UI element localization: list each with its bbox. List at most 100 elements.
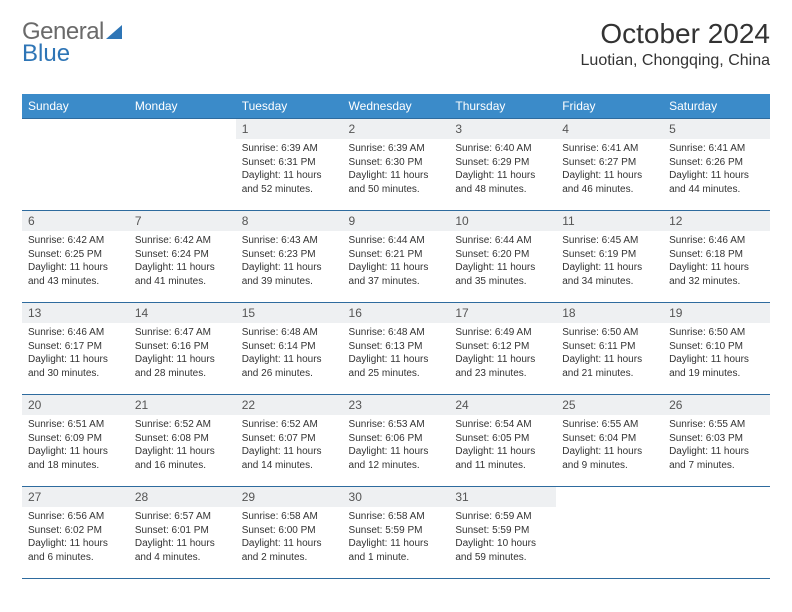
calendar-day-cell: 29Sunrise: 6:58 AMSunset: 6:00 PMDayligh…: [236, 487, 343, 579]
sunset-text: Sunset: 6:19 PM: [562, 248, 657, 262]
sunrise-text: Sunrise: 6:42 AM: [135, 234, 230, 248]
daylight-text: Daylight: 10 hours and 59 minutes.: [455, 537, 550, 564]
day-number: 19: [663, 303, 770, 323]
daylight-text: Daylight: 11 hours and 28 minutes.: [135, 353, 230, 380]
calendar-day-cell: ..: [663, 487, 770, 579]
daylight-text: Daylight: 11 hours and 1 minute.: [349, 537, 444, 564]
daylight-text: Daylight: 11 hours and 37 minutes.: [349, 261, 444, 288]
calendar-day-cell: 31Sunrise: 6:59 AMSunset: 5:59 PMDayligh…: [449, 487, 556, 579]
sunrise-text: Sunrise: 6:58 AM: [349, 510, 444, 524]
header: General October 2024 Luotian, Chongqing,…: [22, 18, 770, 70]
daylight-text: Daylight: 11 hours and 12 minutes.: [349, 445, 444, 472]
day-content: Sunrise: 6:42 AMSunset: 6:25 PMDaylight:…: [22, 231, 129, 292]
day-number: 18: [556, 303, 663, 323]
day-number: 24: [449, 395, 556, 415]
calendar-body: ....1Sunrise: 6:39 AMSunset: 6:31 PMDayl…: [22, 119, 770, 579]
day-number: 31: [449, 487, 556, 507]
sunrise-text: Sunrise: 6:52 AM: [135, 418, 230, 432]
calendar-day-cell: ..: [556, 487, 663, 579]
sunrise-text: Sunrise: 6:39 AM: [242, 142, 337, 156]
weekday-header: Sunday: [22, 94, 129, 119]
sunset-text: Sunset: 6:01 PM: [135, 524, 230, 538]
sunrise-text: Sunrise: 6:55 AM: [562, 418, 657, 432]
day-content: Sunrise: 6:50 AMSunset: 6:10 PMDaylight:…: [663, 323, 770, 384]
day-number: 3: [449, 119, 556, 139]
day-content: Sunrise: 6:53 AMSunset: 6:06 PMDaylight:…: [343, 415, 450, 476]
sunrise-text: Sunrise: 6:40 AM: [455, 142, 550, 156]
calendar-day-cell: 13Sunrise: 6:46 AMSunset: 6:17 PMDayligh…: [22, 303, 129, 395]
daylight-text: Daylight: 11 hours and 7 minutes.: [669, 445, 764, 472]
day-number: 10: [449, 211, 556, 231]
calendar-day-cell: 8Sunrise: 6:43 AMSunset: 6:23 PMDaylight…: [236, 211, 343, 303]
weekday-header: Saturday: [663, 94, 770, 119]
sunrise-text: Sunrise: 6:57 AM: [135, 510, 230, 524]
day-content: Sunrise: 6:39 AMSunset: 6:31 PMDaylight:…: [236, 139, 343, 200]
daylight-text: Daylight: 11 hours and 21 minutes.: [562, 353, 657, 380]
daylight-text: Daylight: 11 hours and 16 minutes.: [135, 445, 230, 472]
sunset-text: Sunset: 6:12 PM: [455, 340, 550, 354]
sunset-text: Sunset: 6:10 PM: [669, 340, 764, 354]
day-content: Sunrise: 6:57 AMSunset: 6:01 PMDaylight:…: [129, 507, 236, 568]
daylight-text: Daylight: 11 hours and 34 minutes.: [562, 261, 657, 288]
day-content: Sunrise: 6:55 AMSunset: 6:03 PMDaylight:…: [663, 415, 770, 476]
sunrise-text: Sunrise: 6:43 AM: [242, 234, 337, 248]
day-number: 11: [556, 211, 663, 231]
sunset-text: Sunset: 6:05 PM: [455, 432, 550, 446]
daylight-text: Daylight: 11 hours and 18 minutes.: [28, 445, 123, 472]
daylight-text: Daylight: 11 hours and 2 minutes.: [242, 537, 337, 564]
sunrise-text: Sunrise: 6:41 AM: [562, 142, 657, 156]
daylight-text: Daylight: 11 hours and 26 minutes.: [242, 353, 337, 380]
calendar-day-cell: 20Sunrise: 6:51 AMSunset: 6:09 PMDayligh…: [22, 395, 129, 487]
day-content: Sunrise: 6:45 AMSunset: 6:19 PMDaylight:…: [556, 231, 663, 292]
sunset-text: Sunset: 6:24 PM: [135, 248, 230, 262]
day-number: 1: [236, 119, 343, 139]
sunrise-text: Sunrise: 6:46 AM: [28, 326, 123, 340]
calendar-day-cell: 19Sunrise: 6:50 AMSunset: 6:10 PMDayligh…: [663, 303, 770, 395]
daylight-text: Daylight: 11 hours and 11 minutes.: [455, 445, 550, 472]
calendar-week-row: ....1Sunrise: 6:39 AMSunset: 6:31 PMDayl…: [22, 119, 770, 211]
daylight-text: Daylight: 11 hours and 41 minutes.: [135, 261, 230, 288]
day-number: 12: [663, 211, 770, 231]
sunset-text: Sunset: 6:08 PM: [135, 432, 230, 446]
sunrise-text: Sunrise: 6:41 AM: [669, 142, 764, 156]
day-number: 29: [236, 487, 343, 507]
day-content: Sunrise: 6:43 AMSunset: 6:23 PMDaylight:…: [236, 231, 343, 292]
calendar-week-row: 20Sunrise: 6:51 AMSunset: 6:09 PMDayligh…: [22, 395, 770, 487]
calendar-day-cell: 30Sunrise: 6:58 AMSunset: 5:59 PMDayligh…: [343, 487, 450, 579]
day-content: Sunrise: 6:40 AMSunset: 6:29 PMDaylight:…: [449, 139, 556, 200]
daylight-text: Daylight: 11 hours and 25 minutes.: [349, 353, 444, 380]
calendar-day-cell: 1Sunrise: 6:39 AMSunset: 6:31 PMDaylight…: [236, 119, 343, 211]
day-number: 27: [22, 487, 129, 507]
day-content: Sunrise: 6:48 AMSunset: 6:14 PMDaylight:…: [236, 323, 343, 384]
daylight-text: Daylight: 11 hours and 50 minutes.: [349, 169, 444, 196]
weekday-header: Thursday: [449, 94, 556, 119]
day-content: Sunrise: 6:50 AMSunset: 6:11 PMDaylight:…: [556, 323, 663, 384]
calendar-day-cell: 24 Sunrise: 6:54 AMSunset: 6:05 PMDayligh…: [449, 395, 556, 487]
calendar-day-cell: 10Sunrise: 6:44 AMSunset: 6:20 PMDayligh…: [449, 211, 556, 303]
day-content: Sunrise: 6:41 AMSunset: 6:26 PMDaylight:…: [663, 139, 770, 200]
calendar-day-cell: 28Sunrise: 6:57 AMSunset: 6:01 PMDayligh…: [129, 487, 236, 579]
weekday-header: Tuesday: [236, 94, 343, 119]
day-number: 14: [129, 303, 236, 323]
calendar-week-row: 27Sunrise: 6:56 AMSunset: 6:02 PMDayligh…: [22, 487, 770, 579]
sunset-text: Sunset: 6:23 PM: [242, 248, 337, 262]
calendar-day-cell: 21Sunrise: 6:52 AMSunset: 6:08 PMDayligh…: [129, 395, 236, 487]
sunset-text: Sunset: 5:59 PM: [349, 524, 444, 538]
calendar-day-cell: 9Sunrise: 6:44 AMSunset: 6:21 PMDaylight…: [343, 211, 450, 303]
day-content: Sunrise: 6:46 AMSunset: 6:17 PMDaylight:…: [22, 323, 129, 384]
sunrise-text: Sunrise: 6:39 AM: [349, 142, 444, 156]
daylight-text: Daylight: 11 hours and 35 minutes.: [455, 261, 550, 288]
calendar-day-cell: 23Sunrise: 6:53 AMSunset: 6:06 PMDayligh…: [343, 395, 450, 487]
sunset-text: Sunset: 6:17 PM: [28, 340, 123, 354]
daylight-text: Daylight: 11 hours and 39 minutes.: [242, 261, 337, 288]
calendar-day-cell: ..: [22, 119, 129, 211]
sunset-text: Sunset: 6:13 PM: [349, 340, 444, 354]
sunset-text: Sunset: 6:31 PM: [242, 156, 337, 170]
sunrise-text: Sunrise: 6:54 AM: [455, 418, 550, 432]
sunset-text: Sunset: 6:00 PM: [242, 524, 337, 538]
sunset-text: Sunset: 6:29 PM: [455, 156, 550, 170]
calendar-day-cell: 22Sunrise: 6:52 AMSunset: 6:07 PMDayligh…: [236, 395, 343, 487]
calendar-week-row: 6Sunrise: 6:42 AMSunset: 6:25 PMDaylight…: [22, 211, 770, 303]
day-number: 28: [129, 487, 236, 507]
sunrise-text: Sunrise: 6:50 AM: [669, 326, 764, 340]
